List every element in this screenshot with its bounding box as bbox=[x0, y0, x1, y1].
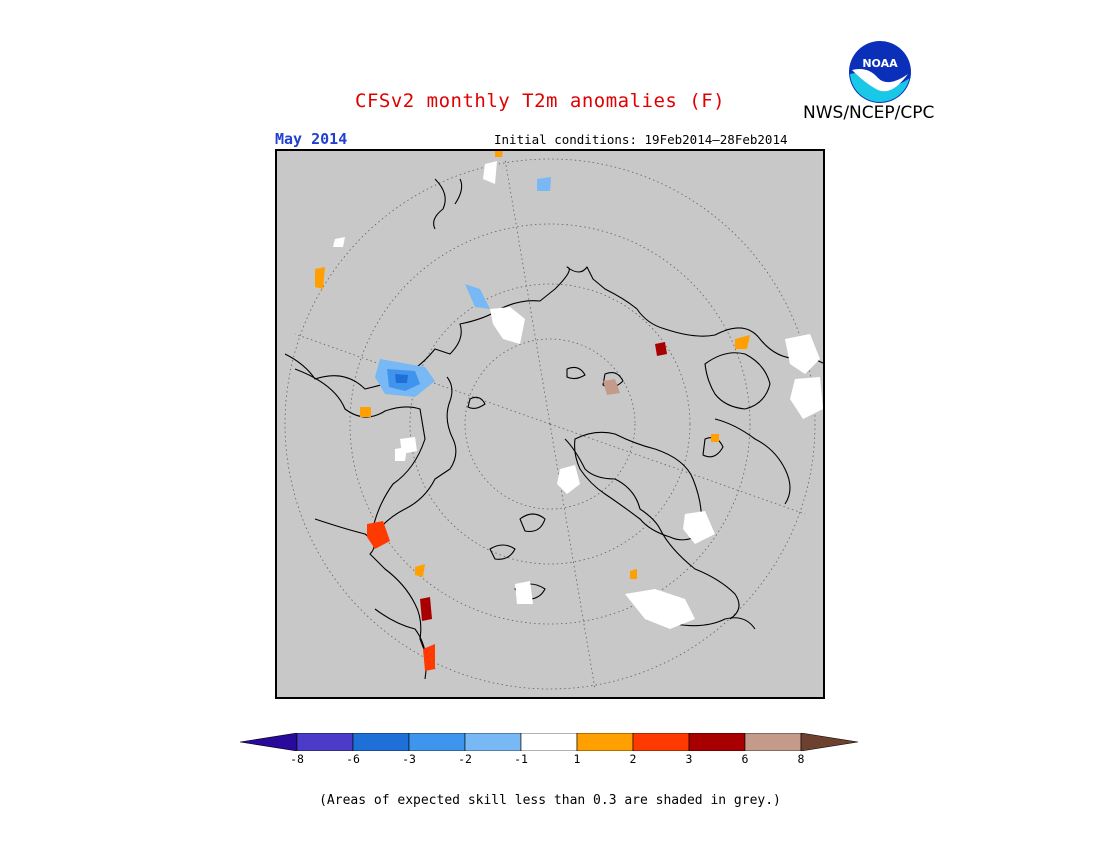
anomaly-patch bbox=[515, 581, 533, 604]
anomaly-patch bbox=[395, 447, 407, 461]
color-scale-bar bbox=[240, 733, 859, 751]
anomaly-patch bbox=[465, 284, 490, 309]
anomaly-patch bbox=[315, 267, 325, 289]
scale-bin bbox=[352, 733, 410, 751]
anomaly-patch bbox=[557, 465, 580, 494]
anomaly-patch bbox=[490, 307, 525, 344]
anomaly-warm bbox=[315, 149, 750, 671]
color-scale-labels: -8 -6 -3 -2 -1 1 2 3 6 8 bbox=[240, 752, 862, 768]
arctic-anomaly-map bbox=[275, 149, 825, 699]
logo-bird bbox=[852, 69, 908, 92]
scale-tick-label: 8 bbox=[797, 752, 805, 766]
scale-tick-label: -3 bbox=[402, 752, 416, 766]
valid-month: May 2014 bbox=[275, 130, 348, 148]
scale-bin bbox=[520, 733, 578, 751]
anomaly-patch bbox=[423, 644, 435, 671]
scale-bin bbox=[632, 733, 690, 751]
anomaly-patch bbox=[711, 434, 719, 442]
scale-bin bbox=[576, 733, 634, 751]
scale-tick-label: -6 bbox=[346, 752, 360, 766]
anomaly-patch bbox=[367, 521, 390, 549]
anomaly-patch bbox=[683, 511, 715, 544]
anomaly-near-normal bbox=[333, 161, 823, 629]
anomaly-patch bbox=[790, 377, 823, 419]
logo-text: NOAA bbox=[862, 57, 898, 70]
canada-arctic-coast bbox=[564, 438, 740, 620]
initial-conditions: Initial conditions: 19Feb2014–28Feb2014 bbox=[494, 132, 788, 147]
scale-tick-label: -1 bbox=[514, 752, 528, 766]
scale-tick-label: 2 bbox=[629, 752, 637, 766]
scale-tick-label: -8 bbox=[290, 752, 304, 766]
latitude-circle-outer bbox=[284, 158, 816, 690]
scale-bin bbox=[464, 733, 522, 751]
hudson-bay-coast bbox=[704, 352, 771, 410]
anomaly-patch bbox=[420, 597, 432, 621]
greenland-coast bbox=[574, 431, 702, 541]
anomaly-patch bbox=[630, 569, 637, 579]
labrador-coast bbox=[714, 418, 791, 505]
anomaly-patch bbox=[537, 177, 551, 191]
europe-atlantic-coast bbox=[314, 518, 436, 670]
noaa-logo: NOAA bbox=[849, 41, 911, 103]
scale-tick-label: -2 bbox=[458, 752, 472, 766]
latitude-circle-60 bbox=[349, 223, 751, 625]
map-frame bbox=[275, 149, 825, 699]
scale-tick-label: 3 bbox=[685, 752, 693, 766]
anomaly-patch bbox=[395, 374, 408, 383]
chart-title: CFSv2 monthly T2m anomalies (F) bbox=[355, 90, 726, 112]
latitude-circle-80 bbox=[464, 338, 636, 510]
anomaly-patch bbox=[625, 589, 695, 629]
anomaly-patch bbox=[735, 335, 750, 349]
scale-bin bbox=[408, 733, 466, 751]
anomaly-patch bbox=[415, 564, 425, 577]
scale-bin bbox=[688, 733, 746, 751]
anomaly-patch bbox=[603, 379, 620, 395]
anomaly-cold bbox=[375, 177, 551, 397]
anomaly-patch bbox=[483, 161, 497, 184]
skill-footnote: (Areas of expected skill less than 0.3 a… bbox=[319, 793, 781, 808]
scale-bin-low-arrow bbox=[240, 733, 298, 751]
svalbard-island bbox=[467, 396, 486, 410]
scandinavia-coast bbox=[370, 376, 457, 540]
anomaly-patch bbox=[655, 342, 667, 356]
arctic-island bbox=[519, 513, 546, 533]
scale-tick-label: 1 bbox=[573, 752, 581, 766]
meridian bbox=[549, 423, 806, 515]
alaska-coast bbox=[433, 178, 463, 230]
scale-bin bbox=[744, 733, 802, 751]
scale-bin-high-arrow bbox=[800, 733, 859, 751]
siberia-inner-coast bbox=[294, 368, 426, 540]
latitude-circle-70 bbox=[409, 283, 691, 565]
arctic-island bbox=[566, 366, 586, 380]
arctic-island bbox=[489, 544, 516, 560]
scale-bin bbox=[296, 733, 354, 751]
agency-label: NWS/NCEP/CPC bbox=[803, 103, 935, 123]
anomaly-patch bbox=[360, 407, 371, 417]
anomaly-patch bbox=[333, 237, 345, 247]
scale-tick-label: 6 bbox=[741, 752, 749, 766]
anomaly-patch bbox=[785, 334, 820, 374]
